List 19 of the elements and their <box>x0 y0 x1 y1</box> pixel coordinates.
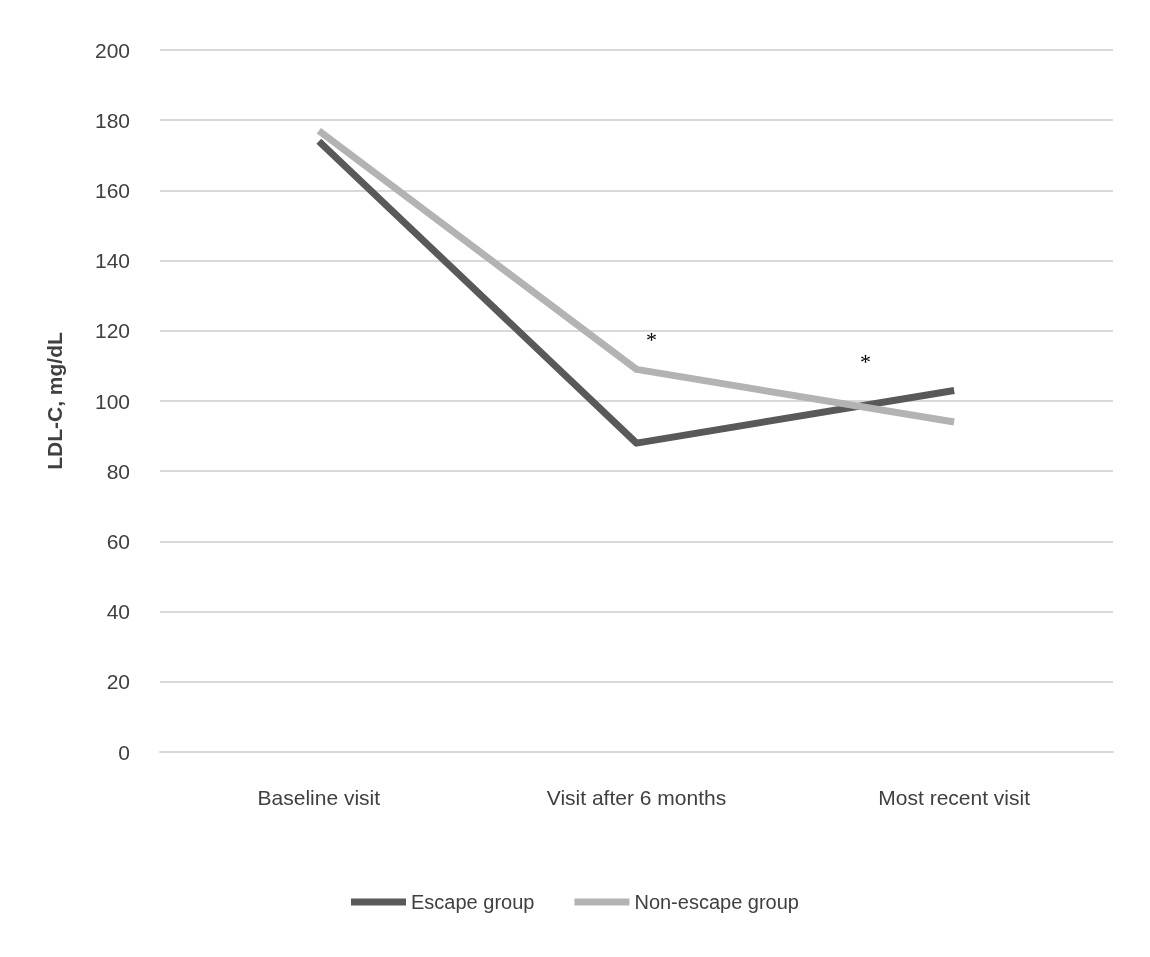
annotation: * <box>860 348 871 374</box>
y-tick-label: 200 <box>94 38 130 62</box>
x-tick-label: Most recent visit <box>878 786 1031 809</box>
y-tick-label: 180 <box>94 108 130 132</box>
y-axis-title: LDL-C, mg/dL <box>43 332 66 470</box>
y-tick-label: 40 <box>106 600 130 624</box>
y-tick-label: 0 <box>118 740 130 764</box>
y-tick-label: 140 <box>94 249 130 273</box>
legend-label: Escape group <box>411 891 535 913</box>
x-tick-label: Baseline visit <box>257 786 381 809</box>
y-tick-label: 120 <box>94 319 130 343</box>
y-tick-label: 100 <box>94 389 130 413</box>
x-tick-label: Visit after 6 months <box>546 786 727 809</box>
y-tick-label: 20 <box>106 670 130 694</box>
annotation: * <box>646 326 657 352</box>
legend-label: Non-escape group <box>634 891 799 913</box>
y-tick-label: 80 <box>106 459 130 483</box>
y-tick-label: 160 <box>94 178 130 202</box>
y-tick-label: 60 <box>106 529 130 553</box>
